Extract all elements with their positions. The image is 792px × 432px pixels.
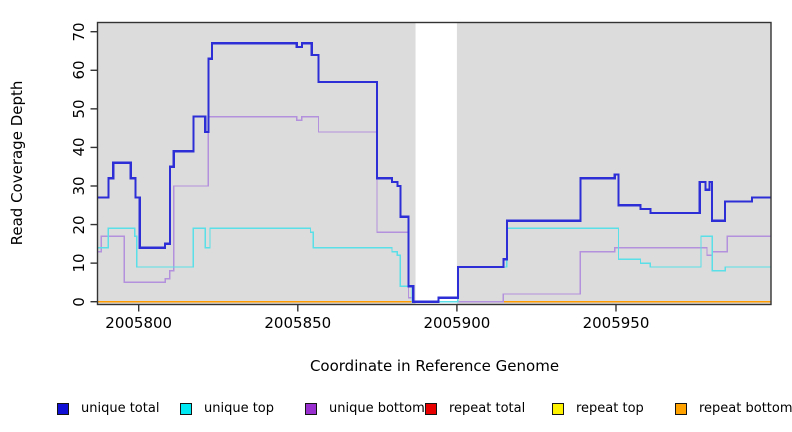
legend-item-repeat-top: repeat top	[552, 401, 644, 416]
legend-swatch-unique-total-icon	[57, 402, 69, 415]
series-unique-total-line	[98, 42, 771, 303]
x-tick-label: 2005800	[105, 314, 173, 332]
y-tick-label: 40	[70, 137, 88, 157]
y-tick-label: 20	[70, 215, 88, 235]
y-tick-label: 10	[70, 253, 88, 273]
legend-item-unique-total: unique total	[57, 401, 159, 416]
legend-label: repeat bottom	[699, 401, 792, 416]
legend-label: unique bottom	[329, 401, 425, 416]
x-tick-label: 2005850	[264, 314, 332, 332]
plot-border	[96, 21, 772, 306]
legend-item-unique-bottom: unique bottom	[305, 401, 425, 416]
gap-region	[415, 22, 457, 305]
x-axis-label: Coordinate in Reference Genome	[309, 357, 560, 375]
legend-label: unique top	[204, 401, 275, 416]
legend-label: repeat total	[449, 401, 526, 416]
legend-swatch-unique-bottom-icon	[305, 402, 317, 415]
y-tick-label: 50	[70, 99, 88, 119]
legend-item-repeat-total: repeat total	[425, 401, 525, 416]
legend-label: unique total	[81, 401, 160, 416]
y-tick-label: 60	[70, 60, 88, 80]
y-tick-label: 70	[70, 22, 88, 42]
y-axis-label: Read Coverage Depth	[8, 80, 26, 246]
legend-item-unique-top: unique top	[180, 401, 274, 416]
series-unique-bottom-line	[98, 115, 771, 303]
legend-swatch-unique-top-icon	[180, 402, 192, 415]
x-tick-label: 2005950	[582, 314, 650, 332]
y-tick-label: 30	[70, 176, 88, 196]
legend-swatch-repeat-top-icon	[552, 402, 564, 415]
x-tick-label: 2005900	[423, 314, 491, 332]
legend-label: repeat top	[576, 401, 644, 416]
series-unique-top-line	[98, 227, 771, 303]
legend-item-repeat-bottom: repeat bottom	[675, 401, 792, 416]
y-tick-label: 0	[70, 296, 88, 307]
legend-swatch-repeat-bottom-icon	[675, 402, 687, 415]
legend-swatch-repeat-total-icon	[425, 402, 437, 415]
coverage-chart	[90, 21, 772, 312]
